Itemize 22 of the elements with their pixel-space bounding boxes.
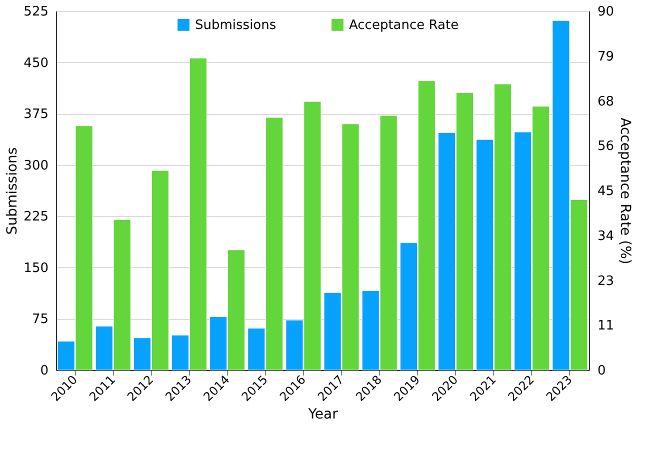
- y2-tick-label: 34: [598, 228, 614, 244]
- y-tick-label: 375: [24, 107, 48, 122]
- legend-label: Acceptance Rate: [349, 18, 459, 33]
- y-tick-label: 75: [32, 312, 48, 328]
- y2-tick-label: 79: [598, 49, 614, 64]
- y-tick-label: 0: [40, 364, 48, 378]
- y2-tick-label: 45: [598, 184, 614, 199]
- y-tick-label: 150: [24, 260, 48, 276]
- y-tick-label: 525: [24, 4, 48, 20]
- y2-tick-label: 90: [598, 4, 614, 20]
- y2-tick-label: 23: [598, 274, 614, 289]
- y2-tick-label: 56: [598, 139, 614, 154]
- y-axis-title: Submissions: [4, 147, 21, 235]
- y2-tick-label: 68: [598, 94, 614, 110]
- y2-axis-title: Acceptance Rate (%): [617, 118, 634, 264]
- y-tick-label: 450: [24, 56, 48, 71]
- y2-tick-label: 0: [598, 364, 606, 378]
- y2-tick-label: 11: [598, 318, 614, 334]
- y-tick-label: 225: [24, 210, 48, 225]
- x-axis-title: Year: [307, 406, 338, 422]
- legend-label: Submissions: [195, 18, 276, 33]
- y-tick-label: 300: [24, 158, 48, 174]
